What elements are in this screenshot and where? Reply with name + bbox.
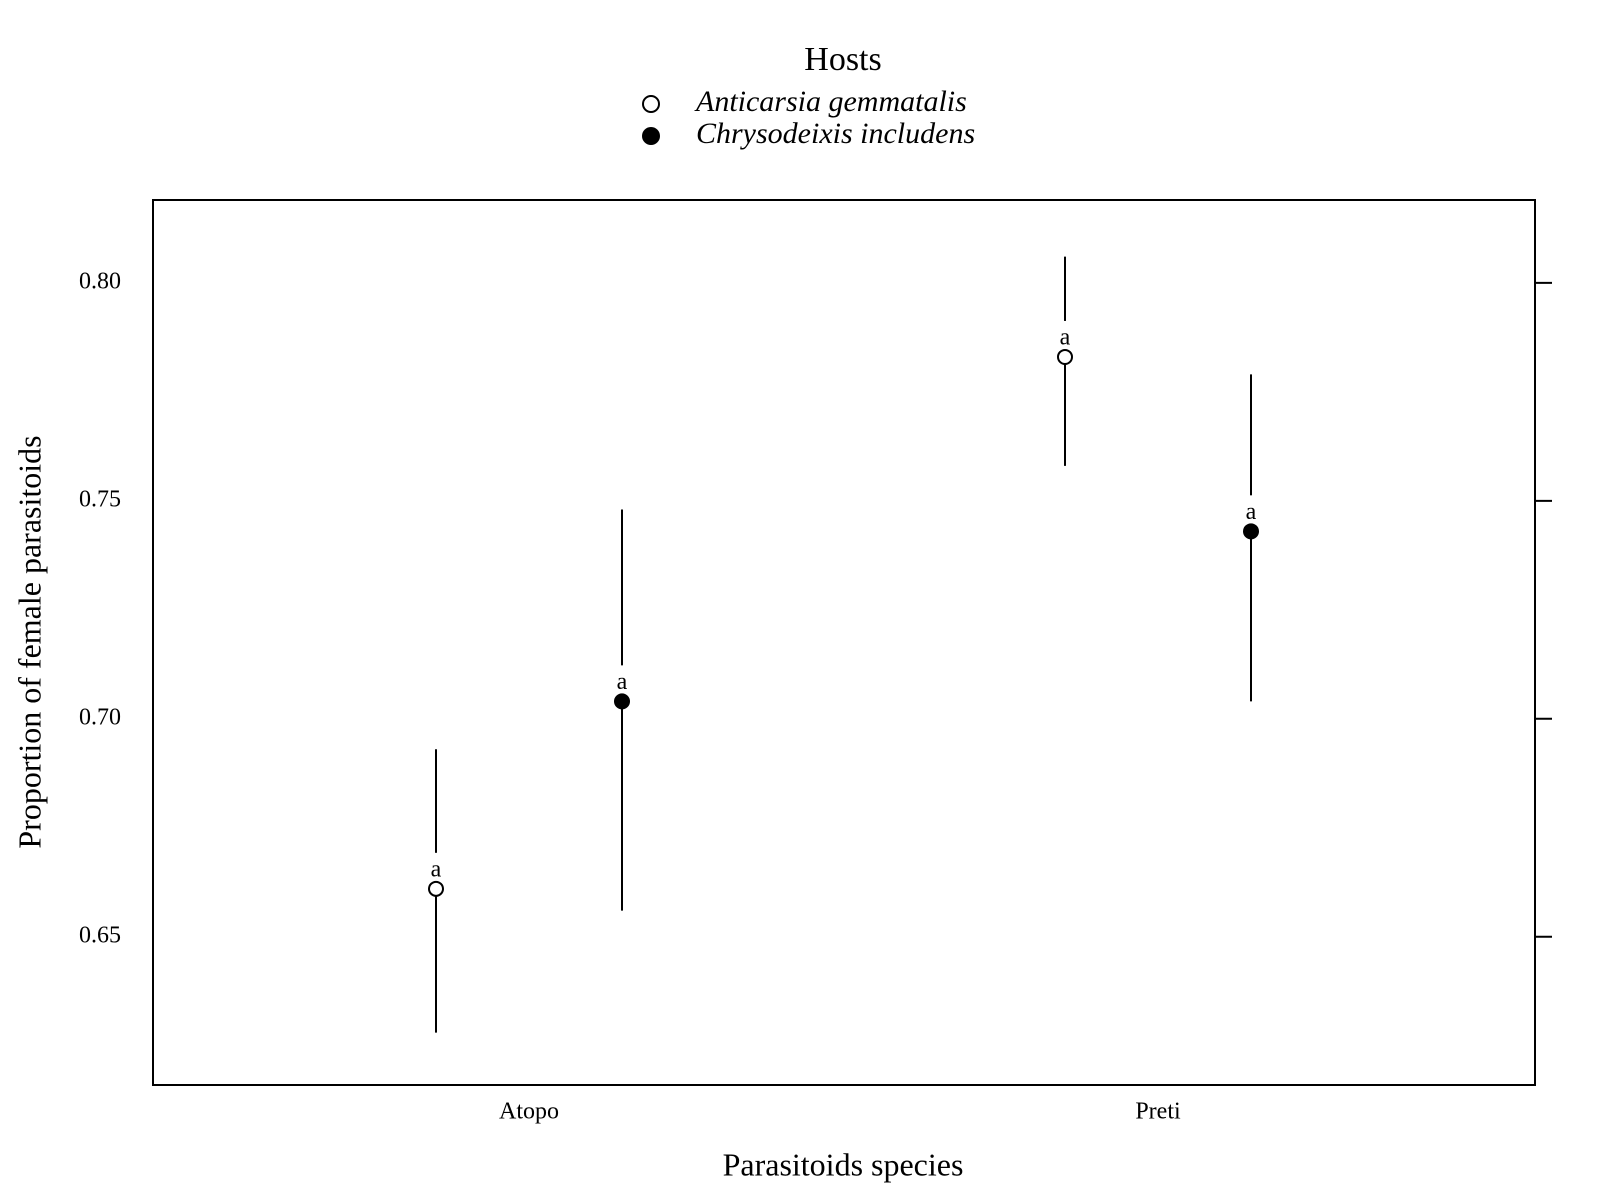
plot-frame [152, 199, 1536, 1086]
y-tick-label: 0.80 [79, 268, 121, 294]
y-tick-label: 0.70 [79, 704, 121, 730]
point-label: a [1060, 324, 1071, 350]
label-backdrop [426, 852, 446, 889]
legend-label: Chrysodeixis includens [696, 117, 975, 150]
point [428, 880, 444, 897]
point-label: a [431, 856, 442, 882]
y-axis-label: Proportion of female parasitoids [11, 435, 47, 848]
legend-title: Hosts [804, 41, 881, 78]
x-axis-label: Parasitoids species [723, 1146, 964, 1182]
y-tick-label: 0.65 [79, 922, 121, 948]
point [1057, 348, 1073, 365]
legend-marker [642, 127, 660, 145]
legend-label: Anticarsia gemmatalis [694, 85, 967, 118]
point-label: a [617, 669, 628, 695]
point-label: a [1246, 499, 1257, 525]
legend-marker [642, 95, 660, 113]
label-backdrop [612, 665, 632, 702]
x-tick-label: Preti [1135, 1099, 1181, 1125]
label-backdrop [1055, 320, 1075, 357]
y-tick-label: 0.75 [79, 486, 121, 512]
point [614, 693, 630, 710]
x-tick-label: Atopo [499, 1099, 559, 1125]
point [1243, 523, 1259, 540]
label-backdrop [1241, 495, 1261, 532]
